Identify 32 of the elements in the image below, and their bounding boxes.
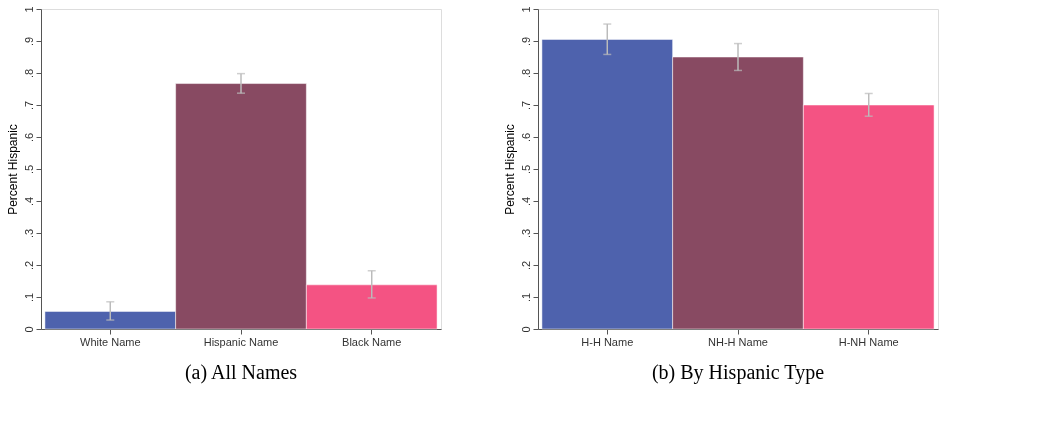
- y-axis-title: Percent Hispanic: [502, 124, 517, 215]
- x-tick-label: Hispanic Name: [203, 335, 279, 348]
- y-tick-label: .2: [519, 260, 532, 271]
- y-tick-label: .2: [22, 260, 35, 271]
- x-tick-label: H-H Name: [581, 335, 634, 348]
- y-tick-label: .4: [22, 196, 35, 207]
- x-tick-label: White Name: [80, 335, 141, 348]
- y-tick-label: .5: [519, 164, 532, 175]
- y-tick-label: .6: [519, 132, 532, 143]
- y-axis-title: Percent Hispanic: [5, 124, 20, 215]
- y-tick-label: .9: [519, 36, 532, 47]
- y-tick-label: 1: [22, 6, 35, 13]
- y-tick-label: .6: [22, 132, 35, 143]
- text: (a) All Names: [184, 361, 298, 384]
- y-tick-label: 0: [519, 326, 532, 333]
- y-tick-label: .4: [519, 196, 532, 207]
- y-tick-label: .5: [22, 164, 35, 175]
- y-tick-label: .1: [22, 292, 35, 303]
- x-tick-label: NH-H Name: [708, 335, 768, 348]
- y-tick-label: .7: [519, 100, 532, 111]
- y-tick-label: .3: [519, 228, 532, 239]
- y-tick-label: 0: [22, 326, 35, 333]
- x-tick-label: H-NH Name: [838, 335, 899, 348]
- x-tick-label: Black Name: [342, 335, 402, 348]
- text: (b) By Hispanic Type: [651, 361, 825, 384]
- y-tick-label: .8: [519, 68, 532, 79]
- y-tick-label: 1: [519, 6, 532, 13]
- y-tick-label: .1: [519, 292, 532, 303]
- y-tick-label: .8: [22, 68, 35, 79]
- y-tick-label: .9: [22, 36, 35, 47]
- y-tick-label: .3: [22, 228, 35, 239]
- y-tick-label: .7: [22, 100, 35, 111]
